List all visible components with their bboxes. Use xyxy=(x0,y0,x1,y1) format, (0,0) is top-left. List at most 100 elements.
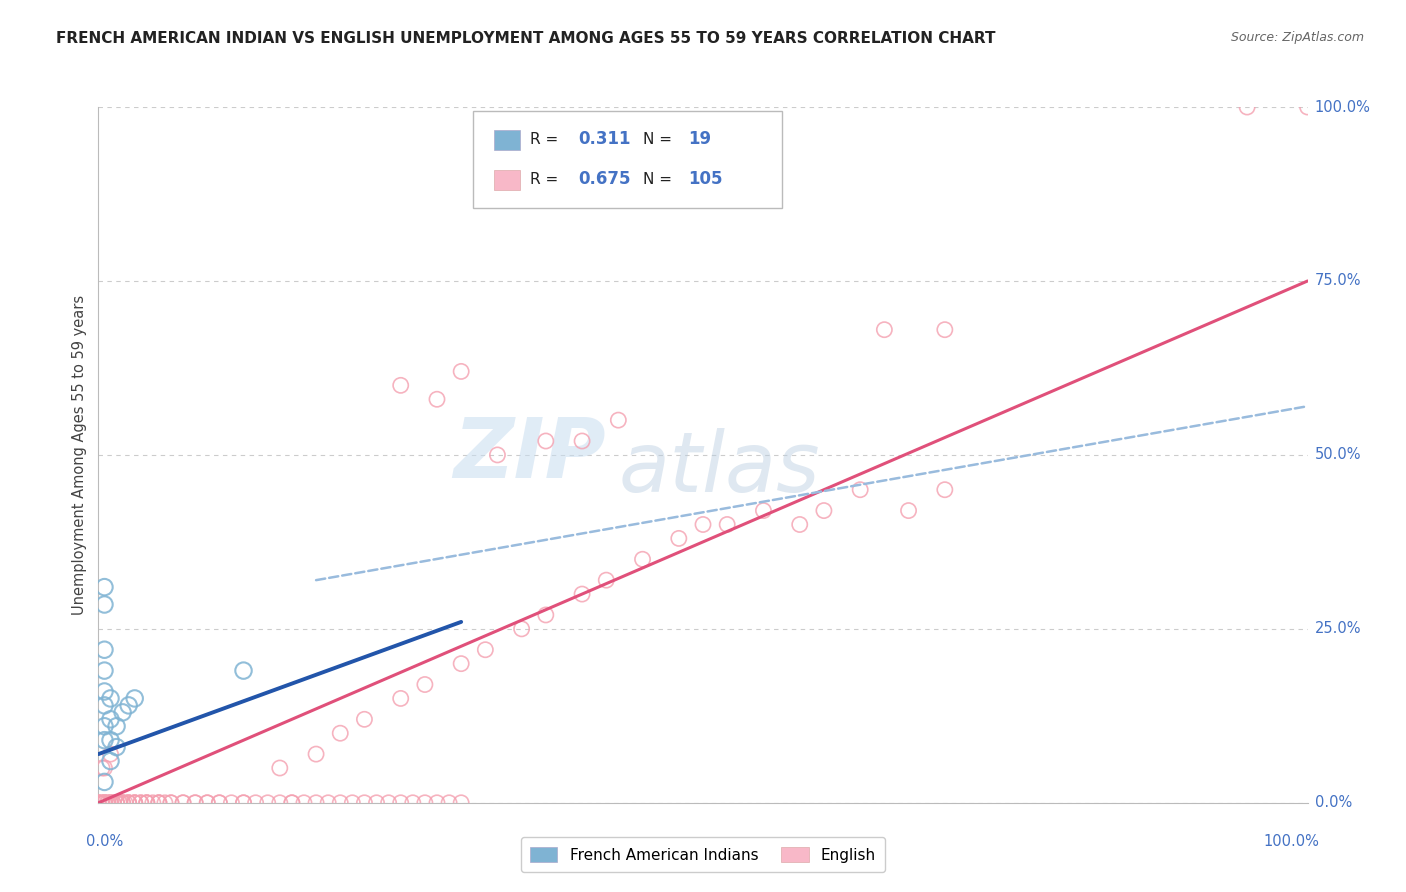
Text: N =: N = xyxy=(643,132,676,147)
Point xyxy=(1236,100,1258,114)
Text: 100.0%: 100.0% xyxy=(1315,100,1371,114)
Point xyxy=(389,691,412,706)
Point xyxy=(124,796,146,810)
Point xyxy=(184,796,207,810)
Point xyxy=(93,580,115,594)
Point xyxy=(934,483,956,497)
Point xyxy=(595,573,617,587)
Text: R =: R = xyxy=(530,132,564,147)
Point xyxy=(195,796,218,810)
Point xyxy=(245,796,267,810)
Point xyxy=(631,552,654,566)
Point xyxy=(93,642,115,657)
Text: Source: ZipAtlas.com: Source: ZipAtlas.com xyxy=(1230,31,1364,45)
Point xyxy=(402,796,425,810)
Point xyxy=(111,796,134,810)
Point xyxy=(752,503,775,517)
Point xyxy=(510,622,533,636)
Point xyxy=(148,796,170,810)
Point xyxy=(100,796,122,810)
Point xyxy=(305,796,328,810)
Point xyxy=(813,503,835,517)
Point xyxy=(450,796,472,810)
Point xyxy=(93,775,115,789)
Point xyxy=(377,796,399,810)
Point xyxy=(534,607,557,622)
Point xyxy=(114,796,136,810)
Point xyxy=(129,796,152,810)
Point xyxy=(93,698,115,713)
Point xyxy=(93,664,115,678)
Point xyxy=(111,706,134,720)
Point xyxy=(160,796,183,810)
Point xyxy=(105,796,128,810)
Point xyxy=(413,796,436,810)
Point xyxy=(486,448,509,462)
Point xyxy=(281,796,304,810)
Point xyxy=(607,413,630,427)
Point xyxy=(100,754,122,768)
Text: 105: 105 xyxy=(689,170,723,188)
Point xyxy=(292,796,315,810)
Point xyxy=(269,761,291,775)
Point xyxy=(329,726,352,740)
Point xyxy=(232,796,254,810)
Point xyxy=(108,796,131,810)
Text: 25.0%: 25.0% xyxy=(1315,622,1361,636)
Point xyxy=(668,532,690,546)
Point xyxy=(232,796,254,810)
Point xyxy=(111,796,134,810)
Point xyxy=(87,796,110,810)
Y-axis label: Unemployment Among Ages 55 to 59 years: Unemployment Among Ages 55 to 59 years xyxy=(72,295,87,615)
Point xyxy=(90,796,112,810)
Point xyxy=(474,642,496,657)
Point xyxy=(269,796,291,810)
Point xyxy=(366,796,388,810)
Point xyxy=(148,796,170,810)
Text: 0.0%: 0.0% xyxy=(86,834,124,849)
Point xyxy=(96,796,118,810)
Text: 75.0%: 75.0% xyxy=(1315,274,1361,288)
Point xyxy=(142,796,165,810)
Point xyxy=(208,796,231,810)
Point xyxy=(897,503,920,517)
Point xyxy=(101,796,124,810)
Point xyxy=(124,691,146,706)
Point xyxy=(256,796,278,810)
Point xyxy=(148,796,170,810)
Text: 0.0%: 0.0% xyxy=(1315,796,1351,810)
Point xyxy=(118,698,141,713)
Text: FRENCH AMERICAN INDIAN VS ENGLISH UNEMPLOYMENT AMONG AGES 55 TO 59 YEARS CORRELA: FRENCH AMERICAN INDIAN VS ENGLISH UNEMPL… xyxy=(56,31,995,46)
Point xyxy=(389,796,412,810)
Point xyxy=(305,747,328,761)
FancyBboxPatch shape xyxy=(474,111,782,208)
Point xyxy=(692,517,714,532)
Point xyxy=(934,323,956,337)
Point xyxy=(172,796,194,810)
Point xyxy=(426,392,449,407)
Point xyxy=(124,796,146,810)
Point xyxy=(93,733,115,747)
Point xyxy=(342,796,364,810)
Point xyxy=(221,796,243,810)
Point xyxy=(232,664,254,678)
Point xyxy=(101,796,124,810)
Point xyxy=(873,323,896,337)
Point xyxy=(105,740,128,755)
Point xyxy=(135,796,157,810)
Point xyxy=(93,684,115,698)
Point xyxy=(118,796,141,810)
Point xyxy=(118,796,141,810)
Point xyxy=(100,747,122,761)
Text: 19: 19 xyxy=(689,130,711,148)
Point xyxy=(93,796,115,810)
Point xyxy=(100,691,122,706)
Text: 0.675: 0.675 xyxy=(578,170,631,188)
Point xyxy=(105,719,128,733)
Point xyxy=(93,796,115,810)
Text: R =: R = xyxy=(530,171,564,186)
Point xyxy=(849,483,872,497)
Bar xyxy=(494,169,520,190)
Point xyxy=(389,378,412,392)
Text: ZIP: ZIP xyxy=(454,415,606,495)
